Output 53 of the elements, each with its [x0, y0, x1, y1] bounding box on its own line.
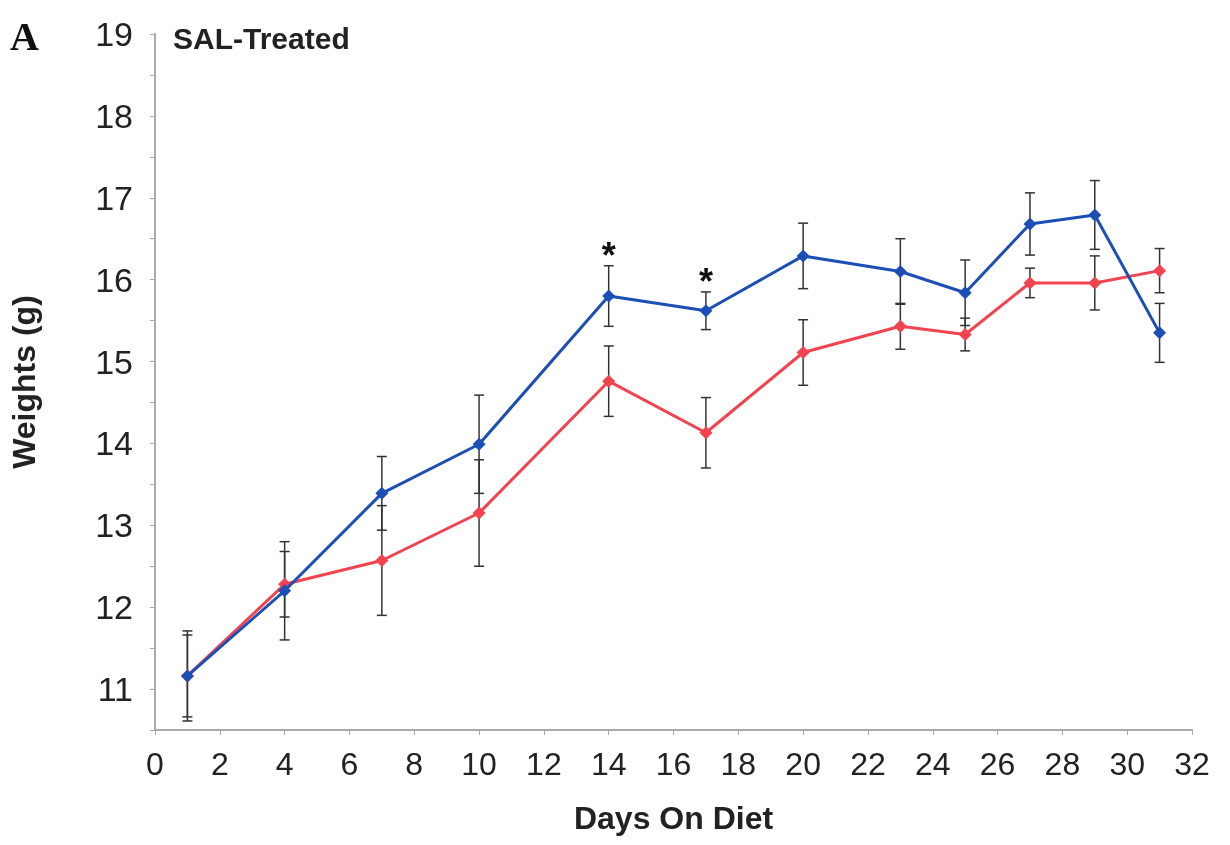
x-tick-label: 8	[405, 746, 424, 782]
point	[1023, 217, 1037, 231]
point	[472, 437, 486, 451]
point	[1153, 326, 1167, 340]
x-tick-label: 4	[275, 746, 294, 782]
y-tick-label: 18	[95, 96, 133, 135]
x-tick-label: 16	[655, 746, 692, 782]
point	[893, 264, 907, 278]
point	[602, 289, 616, 303]
x-tick-label: 6	[340, 746, 359, 782]
x-tick-label: 20	[785, 746, 821, 782]
point	[1153, 264, 1167, 278]
point	[796, 249, 810, 263]
point	[375, 486, 389, 500]
x-tick-label: 30	[1109, 746, 1145, 782]
point	[375, 554, 389, 567]
x-tick-label: 2	[210, 746, 229, 782]
x-tick-label: 22	[850, 746, 886, 782]
point	[699, 304, 713, 318]
y-tick-label: 15	[95, 342, 133, 381]
x-tick-label: 32	[1174, 746, 1210, 782]
y-tick-label: 12	[95, 588, 133, 627]
point	[958, 328, 972, 342]
text: A	[10, 13, 39, 59]
x-tick-label: 18	[720, 746, 757, 782]
x-tick-label: 0	[146, 746, 164, 782]
annotation: *	[698, 261, 713, 303]
x-tick-label: 10	[461, 746, 497, 782]
y-tick-label: 14	[95, 424, 133, 463]
point	[958, 286, 972, 300]
y-tick-label: 11	[97, 670, 133, 709]
x-tick-label: 14	[590, 746, 627, 782]
x-tick-label: 26	[979, 746, 1016, 782]
point	[699, 426, 713, 440]
x-axis-title: Days On Diet	[573, 800, 774, 836]
chart-title: SAL-Treated	[173, 21, 350, 55]
y-tick-label: 16	[95, 260, 133, 299]
y-axis-title: Weights (g)	[6, 295, 42, 469]
x-tick-label: 28	[1044, 746, 1081, 782]
annotation: *	[601, 235, 616, 277]
point	[472, 506, 486, 520]
point	[893, 319, 907, 333]
point	[796, 346, 810, 360]
y-tick-label: 19	[95, 15, 133, 53]
x-tick-label: 24	[914, 746, 951, 782]
point	[602, 374, 616, 388]
y-tick-label: 17	[95, 178, 133, 217]
point	[1023, 276, 1037, 290]
y-tick-label: 13	[95, 506, 133, 545]
point	[1088, 276, 1102, 290]
x-tick-label: 12	[526, 746, 562, 782]
point	[278, 584, 292, 598]
point	[1088, 208, 1102, 222]
